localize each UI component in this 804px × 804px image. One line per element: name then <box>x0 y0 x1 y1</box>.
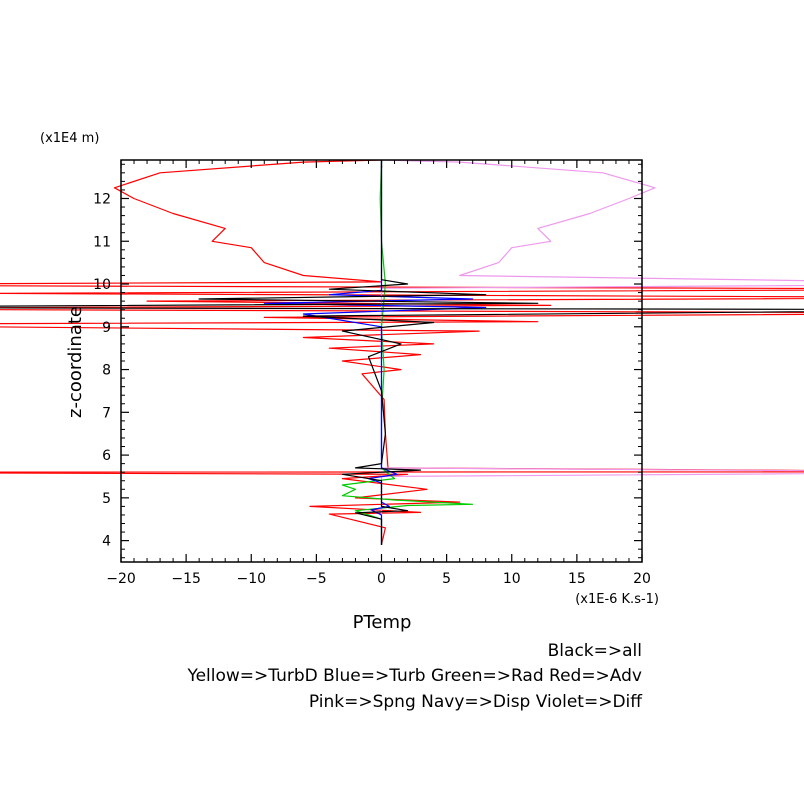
series-layer <box>0 160 804 546</box>
x-tick-label: −10 <box>236 571 266 587</box>
x-tick-label: −5 <box>306 571 327 587</box>
legend-line-3: Pink=>Spng Navy=>Disp Violet=>Diff <box>309 692 643 712</box>
y-tick-label: 4 <box>102 534 111 550</box>
y-axis-title: z-coordinate <box>65 306 86 418</box>
y-tick-label: 6 <box>102 448 111 464</box>
x-tick-label: 15 <box>568 571 586 587</box>
x-axis-title: PTemp <box>353 612 412 633</box>
x-axis: −20 −15 −10 −5 0 5 10 15 20 <box>106 160 651 587</box>
series-line-turb <box>263 160 487 545</box>
series-line-spng <box>380 160 804 545</box>
x-unit-label: (x1E-6 K.s-1) <box>575 592 659 607</box>
x-tick-label: 5 <box>442 571 451 587</box>
legend-line-1: Black=>all <box>548 641 642 661</box>
y-tick-label: 7 <box>102 405 111 421</box>
y-tick-label: 5 <box>102 491 111 507</box>
series-line-adv <box>0 160 804 546</box>
y-tick-label: 12 <box>93 191 111 207</box>
x-tick-label: 10 <box>503 571 521 587</box>
legend-line-2: Yellow=>TurbD Blue=>Turb Green=>Rad Red=… <box>186 666 642 686</box>
series-line-all <box>0 160 804 545</box>
x-tick-label: −20 <box>106 571 136 587</box>
x-tick-label: −15 <box>171 571 201 587</box>
x-tick-label: 0 <box>377 571 386 587</box>
y-tick-label: 9 <box>102 320 111 336</box>
y-tick-label: 11 <box>93 234 111 250</box>
y-unit-label: (x1E4 m) <box>40 131 99 146</box>
y-tick-label: 8 <box>102 363 111 379</box>
x-tick-label: 20 <box>633 571 651 587</box>
y-axis: 4 5 6 7 8 9 10 11 12 <box>93 163 642 559</box>
y-tick-label: 10 <box>93 277 111 293</box>
series-line-rad <box>341 160 474 545</box>
